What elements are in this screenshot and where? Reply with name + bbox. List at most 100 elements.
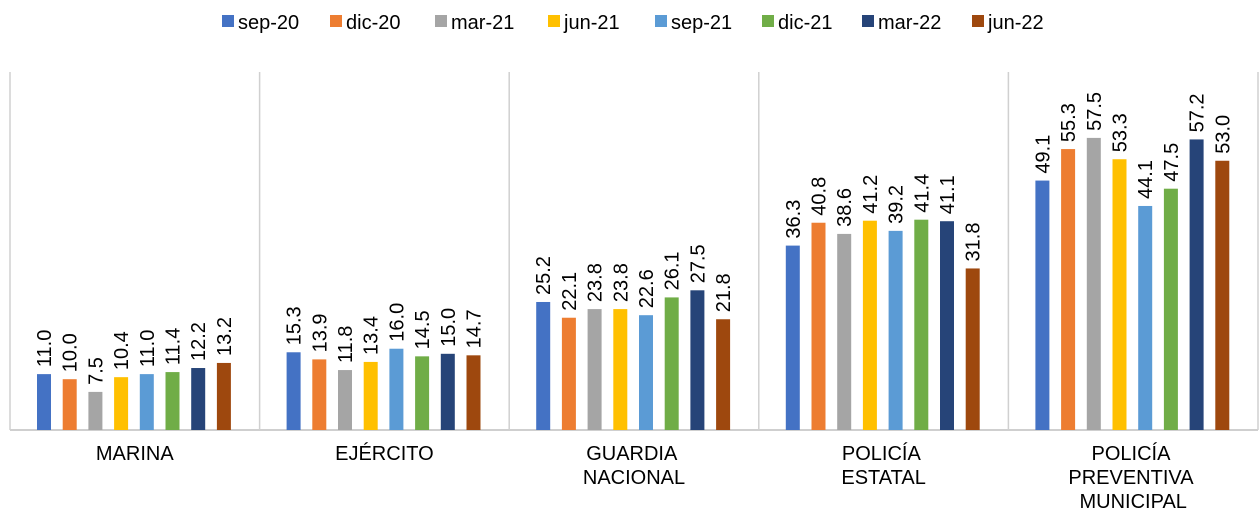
data-label: 21.8 <box>713 273 735 312</box>
bar <box>639 315 653 430</box>
x-tick-line: GUARDIA <box>586 443 682 465</box>
data-label: 41.4 <box>911 174 933 213</box>
data-label: 57.5 <box>1084 92 1106 131</box>
data-label: 11.8 <box>335 326 357 363</box>
data-label: 15.0 <box>438 308 460 347</box>
data-label: 12.2 <box>188 322 210 361</box>
legend-label: dic-21 <box>778 12 832 34</box>
x-tick-label: POLICÍA PREVENTIVA MUNICIPAL <box>1068 442 1198 510</box>
data-label: 36.3 <box>783 200 805 239</box>
data-label: 40.8 <box>809 177 831 216</box>
data-label: 7.5 <box>85 357 107 385</box>
bar <box>88 391 103 430</box>
bar <box>338 370 352 430</box>
x-tick-label: EJÉRCITO <box>335 442 434 465</box>
data-label: 13.4 <box>361 316 383 355</box>
data-label: 55.3 <box>1058 103 1080 142</box>
x-tick-line: NACIONAL <box>583 467 685 489</box>
bar <box>1189 139 1204 430</box>
legend-swatch <box>972 15 984 27</box>
data-label: 14.7 <box>464 309 486 348</box>
data-label: 53.0 <box>1212 115 1234 154</box>
data-label: 22.6 <box>636 269 658 308</box>
data-label: 14.5 <box>412 310 434 349</box>
x-tick-line: ESTATAL <box>841 467 925 489</box>
data-label: 49.1 <box>1032 135 1054 174</box>
data-label: 41.1 <box>937 175 959 214</box>
data-label: 10.0 <box>60 333 82 372</box>
bar <box>690 290 705 430</box>
legend-label: jun-22 <box>987 12 1044 34</box>
legend-label: jun-21 <box>563 12 620 34</box>
bar <box>1061 149 1076 431</box>
legend-label: sep-21 <box>671 12 732 34</box>
data-label: 47.5 <box>1161 143 1183 182</box>
data-label: 38.6 <box>834 188 856 227</box>
data-label: 26.1 <box>662 251 684 290</box>
data-label: 31.8 <box>963 223 985 262</box>
data-label: 10.4 <box>111 331 133 370</box>
bar <box>216 362 231 430</box>
data-label: 39.2 <box>886 185 908 224</box>
bar <box>1163 188 1178 430</box>
legend-label: dic-20 <box>346 12 400 34</box>
bar <box>811 222 826 430</box>
data-label: 16.0 <box>386 303 408 342</box>
bar <box>561 317 576 430</box>
bar <box>312 359 327 430</box>
data-label: 41.2 <box>860 175 882 214</box>
bar <box>363 361 378 430</box>
bar <box>62 379 77 430</box>
bar <box>716 319 731 430</box>
data-label: 13.2 <box>214 317 236 356</box>
x-tick-line: MARINA <box>96 443 174 465</box>
data-label: 11.4 <box>163 328 185 365</box>
legend-swatch <box>435 15 447 27</box>
x-tick-label: GUARDIA NACIONAL <box>583 443 685 489</box>
bar <box>440 353 455 430</box>
bar <box>940 221 954 430</box>
data-label: 23.8 <box>585 263 607 302</box>
data-label: 15.3 <box>284 306 306 345</box>
bar <box>139 374 154 430</box>
bar <box>536 301 551 430</box>
legend-swatch <box>762 15 774 27</box>
legend-swatch <box>862 15 874 27</box>
bar <box>664 297 679 430</box>
x-tick-label: POLICÍA ESTATAL <box>841 442 925 489</box>
bar <box>165 372 180 430</box>
legend-label: mar-21 <box>451 12 514 34</box>
legend-label: mar-22 <box>878 12 941 34</box>
bar <box>862 220 877 430</box>
data-label: 57.2 <box>1187 93 1209 132</box>
legend-swatch <box>655 15 667 27</box>
bar <box>1035 180 1050 430</box>
bar <box>888 230 903 430</box>
bar <box>1138 205 1153 430</box>
data-label: 13.9 <box>309 313 331 352</box>
bar <box>1086 137 1101 430</box>
bar <box>389 348 404 430</box>
legend-swatch <box>330 15 342 27</box>
bar <box>114 377 129 430</box>
bar <box>613 309 628 430</box>
bar <box>837 233 852 430</box>
bar <box>965 268 980 430</box>
x-tick-line: EJÉRCITO <box>335 442 434 465</box>
bar <box>191 368 206 430</box>
data-label: 53.3 <box>1110 113 1132 152</box>
bar <box>1112 159 1127 430</box>
x-tick-line: MUNICIPAL <box>1079 491 1186 510</box>
data-label: 11.0 <box>34 330 56 367</box>
legend-label: sep-20 <box>238 12 299 34</box>
bar <box>37 374 51 430</box>
x-tick-line: POLICÍA <box>842 442 925 465</box>
data-label: 27.5 <box>687 244 709 283</box>
bar <box>286 352 301 430</box>
data-label: 44.1 <box>1135 160 1157 199</box>
bar <box>1215 160 1230 430</box>
data-label: 25.2 <box>533 256 555 295</box>
legend-swatch <box>548 15 560 27</box>
x-tick-label: MARINA <box>96 443 174 465</box>
